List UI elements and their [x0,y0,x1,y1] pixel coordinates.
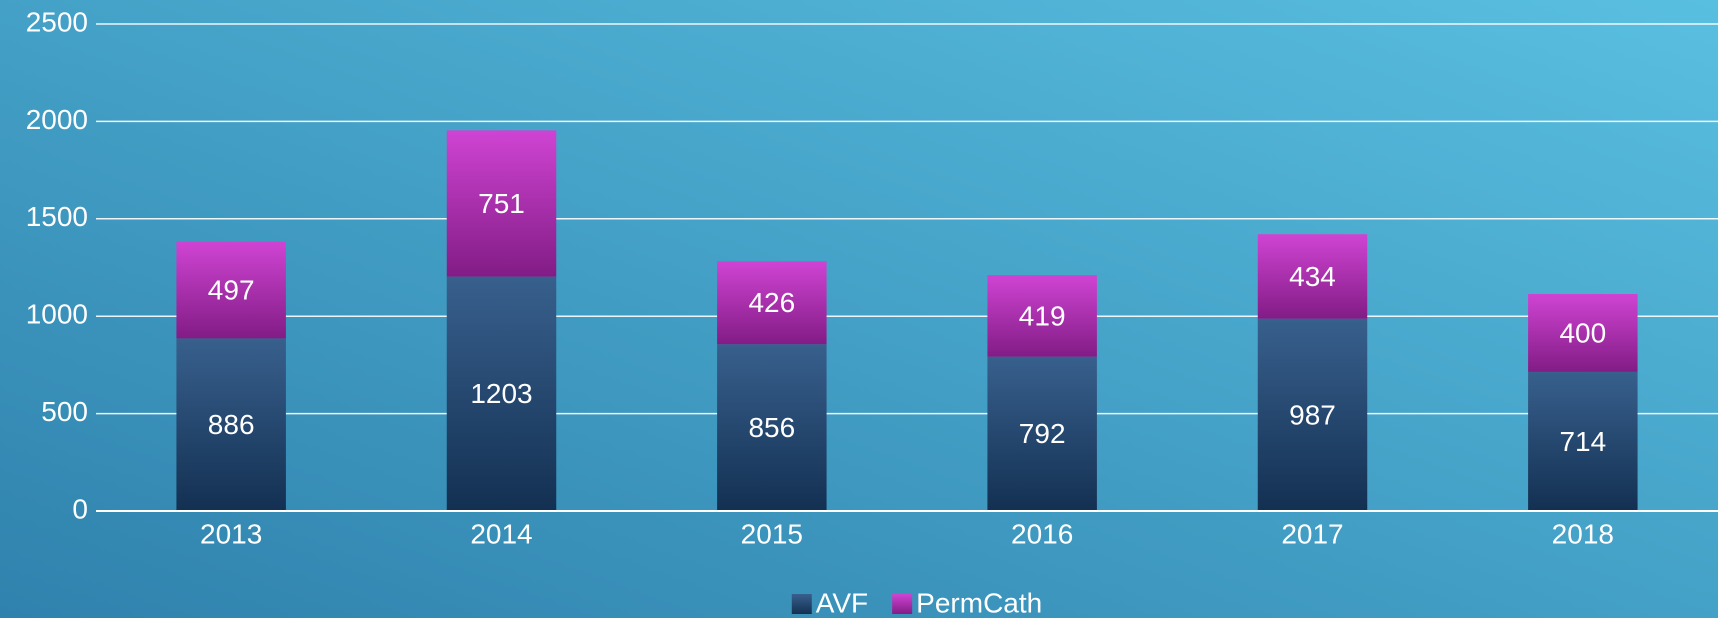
legend-label: PermCath [916,587,1042,618]
data-label: 419 [1019,300,1066,331]
bar-segment [987,356,1097,511]
x-tick-label: 2018 [1552,518,1614,549]
bar-segment [1528,371,1638,511]
data-label: 497 [208,274,255,305]
bar-segment [176,338,286,511]
y-tick-label: 0 [72,493,88,524]
bar-segment [1257,234,1368,319]
legend: AVF PermCath [791,587,1042,618]
bar-segment [176,241,286,339]
data-label: 1203 [470,378,532,409]
bar-segment [446,276,557,511]
y-tick-label: 2000 [26,104,88,135]
data-label: 400 [1559,317,1606,348]
x-tick-label: 2017 [1281,518,1343,549]
y-tick-label: 1000 [26,299,88,330]
x-tick-label: 2014 [470,518,532,549]
bar-segment [987,275,1097,357]
bar-segment [717,261,827,345]
x-tick-label: 2013 [200,518,262,549]
legend-label: AVF [816,587,868,618]
y-tick-label: 1500 [26,201,88,232]
x-tick-label: 2015 [741,518,803,549]
bar-segment [1257,318,1368,511]
data-label: 856 [748,412,795,443]
legend-swatch [791,594,812,614]
y-tick-label: 500 [41,396,88,427]
data-label: 886 [208,409,255,440]
bar-segment [717,344,827,511]
data-label: 751 [478,188,525,219]
data-label: 987 [1289,399,1336,430]
x-tick-label: 2016 [1011,518,1073,549]
legend-swatch [892,594,913,614]
data-label: 714 [1559,426,1606,457]
bar-segment [1528,293,1638,372]
data-label: 426 [748,287,795,318]
data-label: 434 [1289,261,1336,292]
y-tick-label: 2500 [26,6,88,37]
bar-segment [446,130,557,277]
data-label: 792 [1019,418,1066,449]
